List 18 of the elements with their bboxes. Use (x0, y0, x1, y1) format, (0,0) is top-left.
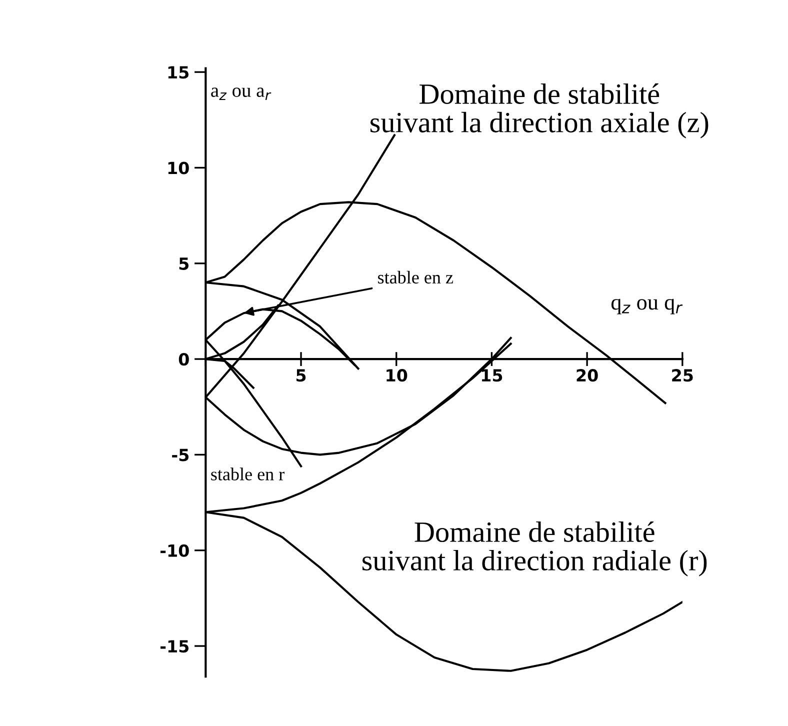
annotation: Domaine de stabilité suivant la direction radiale (r) (362, 521, 707, 576)
y-tick-label: -10 (160, 544, 189, 557)
x-tick-label: 10 (386, 369, 408, 382)
y-tick-label: 10 (168, 162, 189, 174)
y-tick-label: -5 (172, 448, 189, 462)
y-tick-label: 5 (179, 258, 189, 270)
x-tick-label: 25 (672, 369, 693, 382)
y-tick-label: 15 (168, 66, 189, 79)
x-axis-title: q$_{z}$ ou q$_{r}$ (611, 298, 683, 314)
annotation: Domaine de stabilité suivant la direction axiale (z) (370, 83, 708, 138)
y-tick-label: -15 (160, 640, 189, 653)
x-tick-label: 5 (296, 369, 306, 382)
x-tick-label: 20 (576, 369, 598, 382)
y-tick-label: 0 (178, 353, 189, 366)
annotation: stable en z (378, 270, 453, 284)
y-axis-title: a$_{z}$ ou a$_{r}$ (211, 88, 272, 100)
x-tick-label: 15 (482, 369, 502, 382)
annotation: stable en r (211, 468, 284, 480)
